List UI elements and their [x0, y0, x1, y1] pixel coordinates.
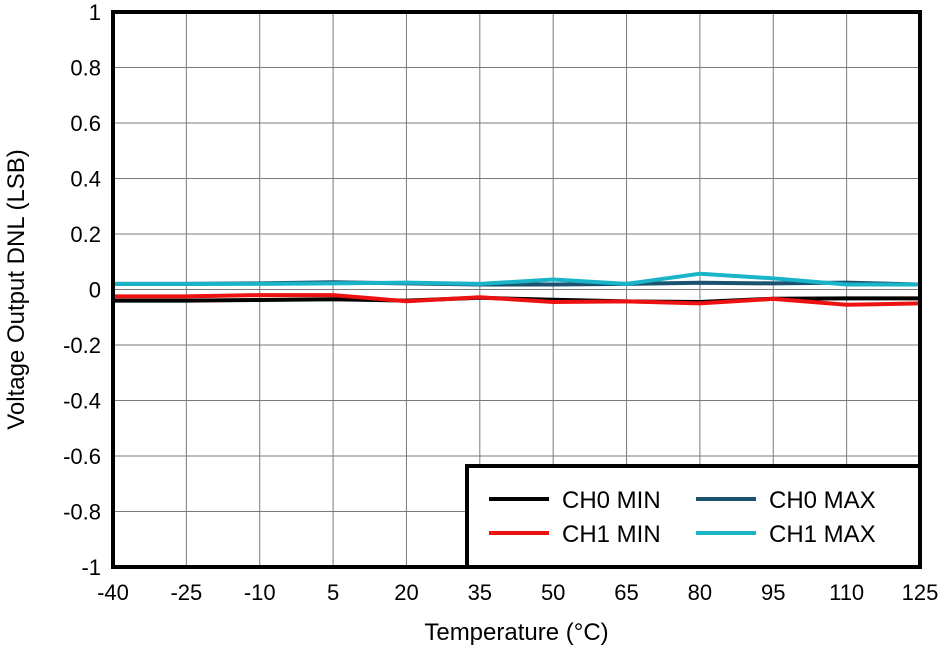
x-tick-label: 110	[829, 580, 864, 605]
x-tick-label: 95	[761, 580, 785, 605]
y-axis-ticks: -1 -0.8 -0.6 -0.4 -0.2 0 0.2 0.4 0.6 0.8 1	[63, 0, 101, 580]
legend-label-ch0-max: CH0 MAX	[769, 487, 876, 514]
y-tick-label: -0.4	[63, 389, 101, 414]
y-tick-label: 0.4	[70, 167, 101, 192]
series-line-ch1-min	[113, 293, 921, 307]
series-line-ch1-max	[113, 271, 920, 287]
x-tick-label: 65	[614, 580, 638, 605]
y-tick-label: -1	[81, 555, 101, 580]
legend-label-ch0-min: CH0 MIN	[562, 487, 661, 514]
x-tick-label: 80	[688, 580, 712, 605]
x-tick-label: 5	[327, 580, 339, 605]
y-tick-label: 1	[89, 0, 101, 25]
x-axis-ticks: -40 -25 -10 5 20 35 50 65 80 95 110 125	[97, 580, 938, 605]
x-tick-label: -40	[97, 580, 129, 605]
legend-label-ch1-max: CH1 MAX	[769, 521, 876, 548]
y-tick-label: -0.2	[63, 333, 101, 358]
x-axis-label: Temperature (°C)	[424, 619, 608, 646]
x-tick-label: 35	[468, 580, 492, 605]
y-tick-label: 0.6	[70, 111, 101, 136]
series-layer	[113, 271, 921, 307]
x-tick-label: 20	[394, 580, 418, 605]
y-axis-label: Voltage Output DNL (LSB)	[3, 149, 30, 430]
y-tick-label: 0.8	[70, 56, 101, 81]
x-tick-label: 125	[902, 580, 939, 605]
legend-box	[465, 464, 922, 569]
x-tick-label: -10	[244, 580, 276, 605]
legend-label-ch1-min: CH1 MIN	[562, 521, 661, 548]
x-tick-label: 50	[541, 580, 565, 605]
x-tick-label: -25	[170, 580, 202, 605]
y-tick-label: 0.2	[70, 222, 101, 247]
y-tick-label: -0.6	[63, 444, 101, 469]
y-tick-label: 0	[89, 278, 101, 303]
legend: CH0 MIN CH0 MAX CH1 MIN CH1 MAX	[465, 464, 922, 569]
y-tick-label: -0.8	[63, 500, 101, 525]
